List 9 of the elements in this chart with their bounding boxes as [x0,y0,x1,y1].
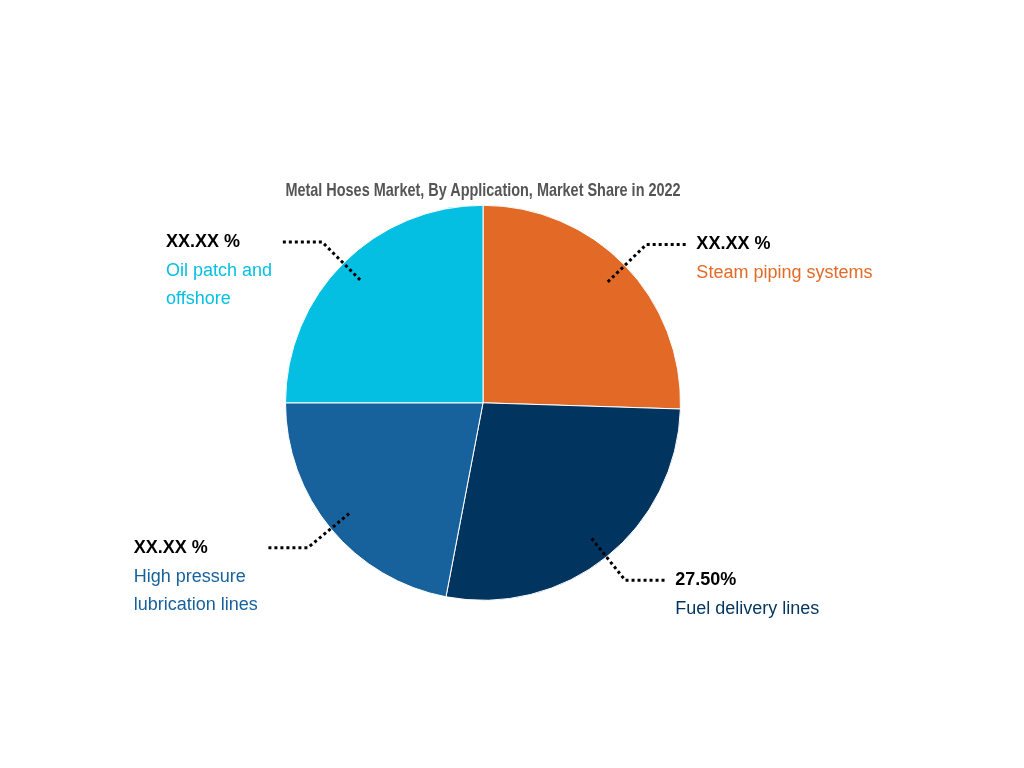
slice-label: Steam piping systems [696,262,873,283]
chart-title: Metal Hoses Market, By Application, Market Share in 2022 [285,179,681,200]
data-label: XX.XX % [696,233,771,254]
slice-label: Fuel delivery lines [675,598,820,619]
data-label: XX.XX % [133,536,208,557]
slice-label: High pressure lubrication lines [133,565,258,614]
slice-label: Oil patch and offshore [166,259,273,308]
data-label: 27.50% [675,569,737,590]
data-label: XX.XX % [166,230,241,251]
